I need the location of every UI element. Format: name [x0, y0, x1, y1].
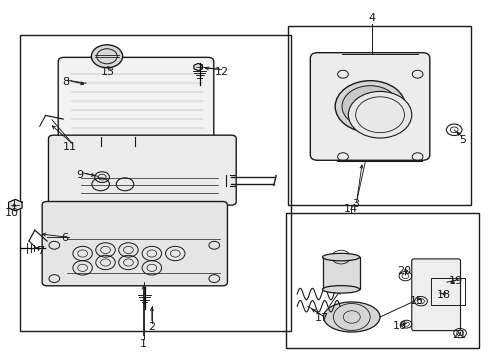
- Circle shape: [334, 81, 405, 132]
- Text: 13: 13: [101, 67, 115, 77]
- Text: 5: 5: [459, 135, 466, 145]
- Text: 7: 7: [37, 246, 44, 256]
- Ellipse shape: [323, 302, 379, 332]
- FancyBboxPatch shape: [310, 53, 429, 160]
- Text: 20: 20: [397, 266, 411, 276]
- Polygon shape: [194, 63, 202, 71]
- Text: 14: 14: [343, 204, 357, 215]
- Bar: [322, 257, 359, 289]
- Polygon shape: [9, 199, 22, 211]
- Text: 8: 8: [62, 77, 69, 87]
- FancyBboxPatch shape: [411, 259, 460, 330]
- Bar: [20, 35, 290, 330]
- Text: 15: 15: [409, 296, 423, 306]
- Text: 2: 2: [148, 322, 155, 332]
- Circle shape: [91, 45, 122, 68]
- Text: 4: 4: [368, 13, 375, 23]
- Circle shape: [347, 91, 411, 138]
- Text: 1: 1: [140, 339, 147, 349]
- Text: 3: 3: [351, 199, 359, 210]
- Bar: [336, 69, 421, 161]
- Text: 9: 9: [77, 170, 83, 180]
- Text: 10: 10: [4, 208, 19, 218]
- Text: 11: 11: [63, 142, 77, 152]
- Ellipse shape: [322, 285, 359, 293]
- Bar: [285, 213, 478, 348]
- Text: 12: 12: [214, 67, 228, 77]
- Text: 18: 18: [435, 291, 449, 301]
- Text: 16: 16: [392, 321, 406, 331]
- FancyBboxPatch shape: [58, 57, 213, 141]
- Ellipse shape: [322, 253, 359, 261]
- FancyBboxPatch shape: [42, 202, 227, 286]
- Text: 17: 17: [314, 313, 328, 323]
- Bar: [288, 26, 470, 205]
- Circle shape: [341, 86, 398, 127]
- FancyBboxPatch shape: [48, 135, 236, 205]
- Text: 6: 6: [61, 233, 68, 243]
- Text: 21: 21: [451, 330, 465, 340]
- Bar: [430, 278, 464, 305]
- Text: 19: 19: [447, 276, 462, 286]
